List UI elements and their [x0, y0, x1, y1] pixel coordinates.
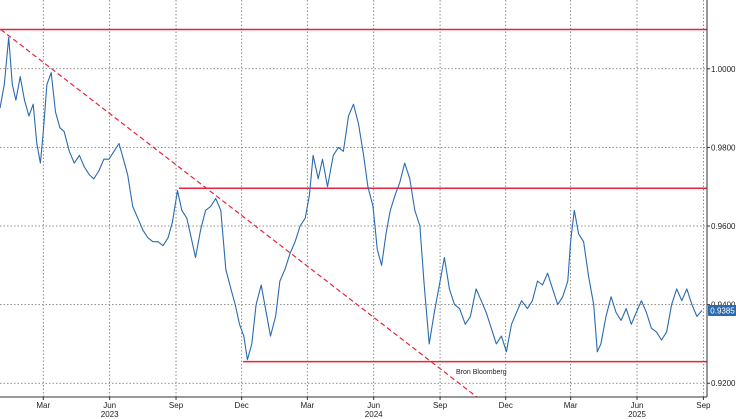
- last-value-label: 0.9385: [710, 307, 735, 316]
- year-label: 2024: [365, 410, 383, 419]
- x-tick-label: Mar: [564, 401, 578, 410]
- x-tick-label: Mar: [36, 401, 50, 410]
- trendline: [0, 29, 478, 398]
- x-tick-label: Jun: [367, 401, 380, 410]
- series-line: [0, 36, 703, 361]
- x-tick-label: Mar: [300, 401, 314, 410]
- gridlines: [0, 0, 707, 397]
- last-value-badge-bg: [708, 305, 736, 317]
- source-label: Bron Bloomberg: [456, 369, 507, 376]
- x-tick-label: Dec: [235, 401, 249, 410]
- x-axis-ticks: Mar Jun Sep Dec Mar Jun Sep Dec Mar Jun Sep: [36, 397, 711, 410]
- x-tick-label: Sep: [169, 401, 184, 410]
- level-lines: [0, 28, 707, 363]
- x-tick-label: Dec: [499, 401, 513, 410]
- year-label: 2023: [101, 410, 119, 419]
- x-tick-label: Sep: [696, 401, 711, 410]
- x-tick-label: Sep: [433, 401, 448, 410]
- x-tick-label: Jun: [631, 401, 644, 410]
- y-tick-label: 0.9800: [711, 143, 736, 152]
- year-label: 2025: [628, 410, 646, 419]
- y-tick-label: 1.0000: [711, 65, 736, 74]
- y-tick-label: 0.9600: [711, 222, 736, 231]
- x-tick-label: Jun: [103, 401, 116, 410]
- y-tick-label: 0.9200: [711, 379, 736, 388]
- last-value-badge: 0.9385: [708, 305, 736, 317]
- axes: [0, 0, 708, 398]
- year-labels: 2023 2024 2025: [101, 410, 647, 419]
